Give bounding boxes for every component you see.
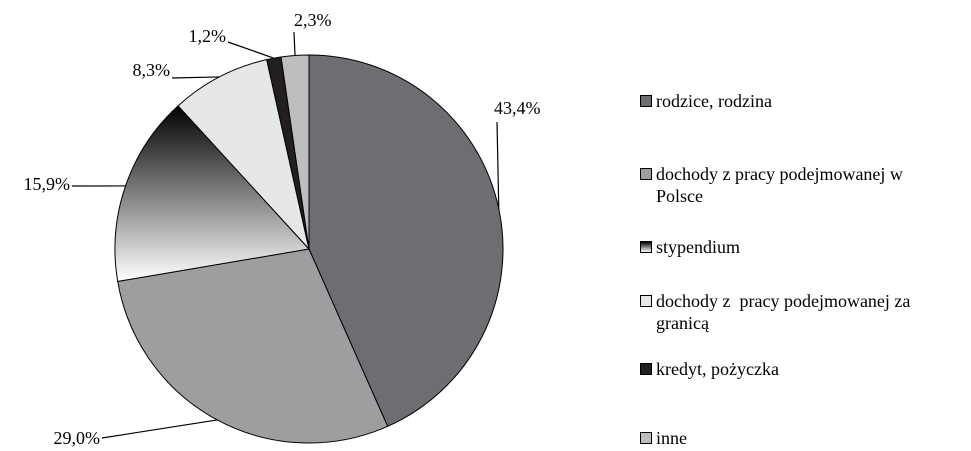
legend-swatch [640, 241, 652, 253]
data-label: 1,2% [189, 26, 227, 46]
legend-swatch [640, 95, 652, 107]
pie-slice [177, 59, 310, 251]
legend-item: dochody z pracy podejmowanej w Polsce [640, 163, 918, 207]
legend-label: kredyt, pożyczka [656, 359, 779, 379]
legend-item: inne [640, 427, 687, 449]
legend-item: stypendium [640, 236, 740, 258]
data-label: 8,3% [133, 60, 171, 80]
pie-slice [280, 54, 310, 250]
legend-swatch [640, 295, 652, 307]
legend-swatch [640, 432, 652, 444]
legend-label: dochody z pracy podejmowanej w Polsce [656, 164, 908, 206]
data-label: 15,9% [24, 174, 71, 194]
legend-swatch [640, 363, 652, 375]
data-label: 2,3% [294, 10, 332, 30]
legend-item: kredyt, pożyczka [640, 358, 779, 380]
data-label: 29,0% [54, 428, 101, 448]
data-label: 43,4% [494, 98, 541, 118]
pie-slice [308, 54, 504, 428]
legend-label: inne [656, 428, 687, 448]
legend-label: stypendium [656, 237, 740, 257]
pie-slice [117, 248, 389, 444]
leader-line [496, 121, 500, 209]
leader-line [227, 41, 275, 59]
legend-item: dochody z pracy podejmowanej za granicą [640, 290, 918, 334]
leader-line [171, 76, 220, 79]
leader-line [293, 31, 296, 56]
legend-label: rodzice, rodzina [656, 91, 772, 111]
legend-swatch [640, 168, 652, 180]
legend-item: rodzice, rodzina [640, 90, 772, 112]
legend-label: dochody z pracy podejmowanej za granicą [656, 291, 915, 333]
pie-slice [114, 105, 310, 282]
leader-line [101, 419, 218, 439]
